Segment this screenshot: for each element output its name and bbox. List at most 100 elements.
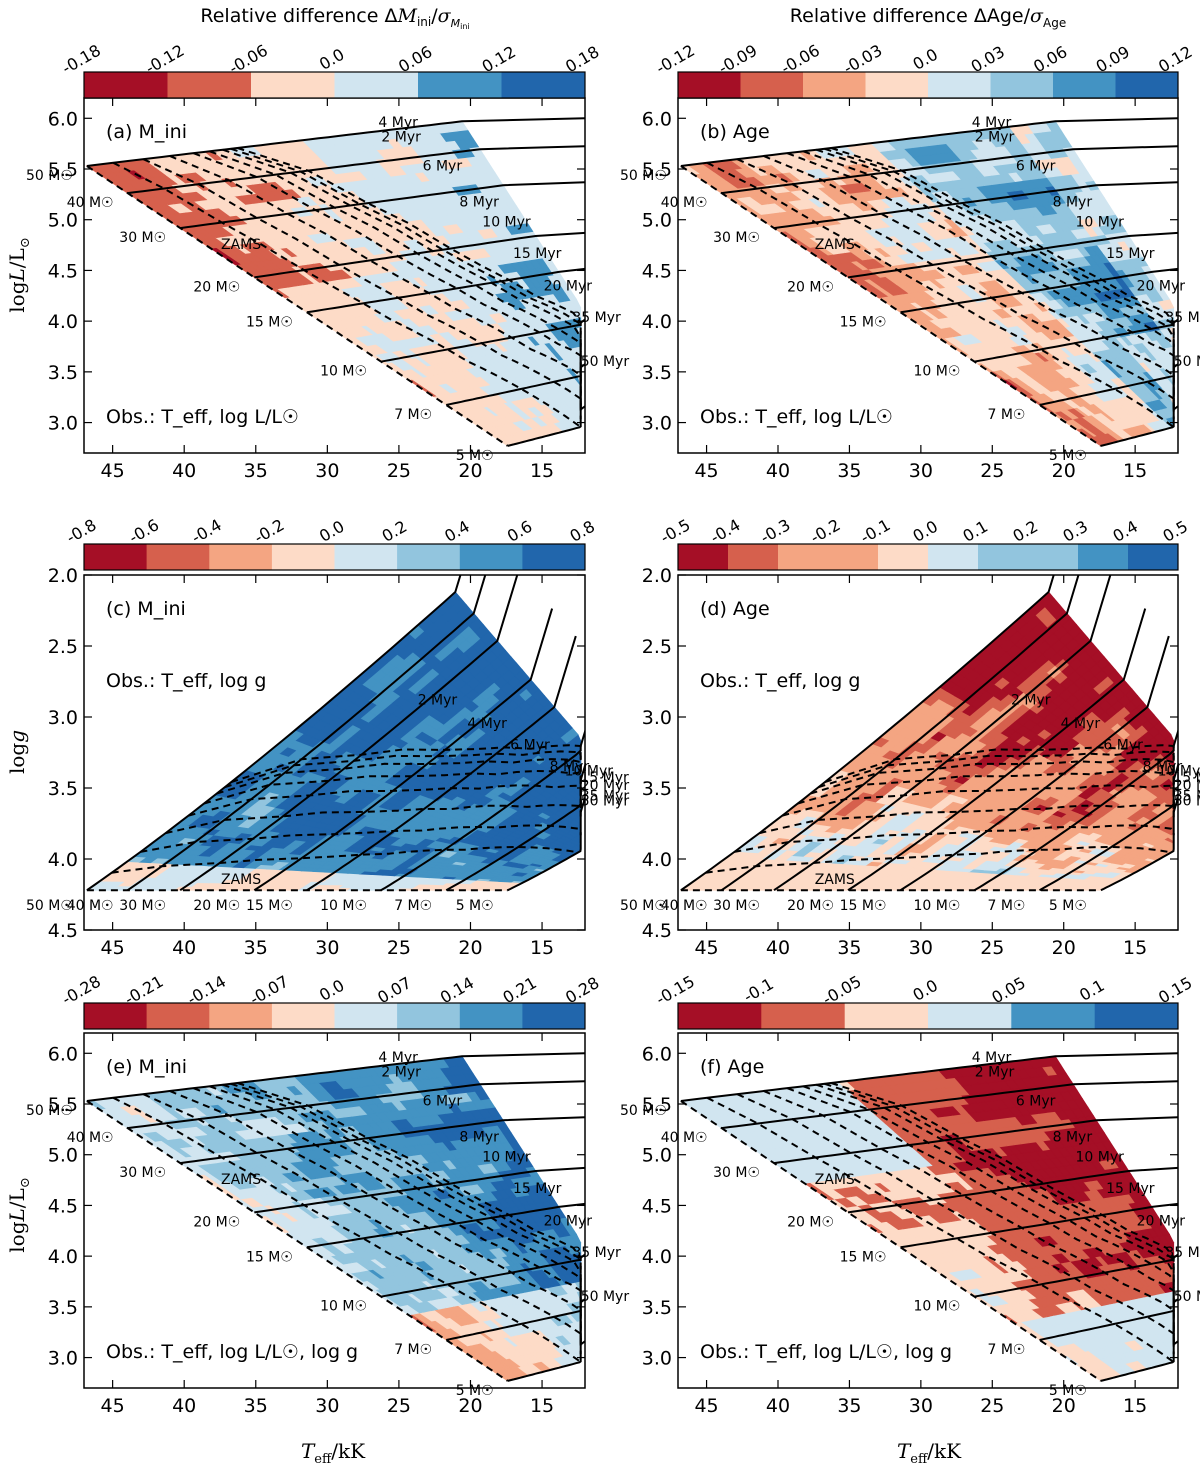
plot-area-b xyxy=(678,98,1178,453)
y-tick-label: 4.0 xyxy=(48,311,78,333)
isochrone-line xyxy=(111,845,579,874)
x-tick-label: 45 xyxy=(101,460,125,482)
colorbar-segment xyxy=(740,72,804,98)
isochrone-line xyxy=(112,161,582,428)
isochrone-line xyxy=(222,148,582,410)
isochrone-label: 35 Myr xyxy=(1165,310,1200,326)
mass-label: 5 M☉ xyxy=(456,448,494,464)
isochrones xyxy=(680,147,1175,447)
isochrone-label: 50 Myr xyxy=(581,794,630,810)
mass-label: 40 M☉ xyxy=(661,195,708,211)
isochrones xyxy=(86,744,582,892)
y-axis-label-a: logL/L⊙ xyxy=(5,237,33,312)
x-tick-label: 45 xyxy=(101,937,125,959)
colorbar-tick-label: 0.0 xyxy=(316,45,348,74)
colorbar-tick-label: 0.06 xyxy=(1030,42,1070,76)
track-40-msun xyxy=(127,575,487,892)
panel-title: (b) Age xyxy=(700,121,770,143)
x-axis-label-left: Teff/kK xyxy=(301,1439,366,1467)
colorbar-segment xyxy=(251,72,335,98)
isochrone-label: 2 Myr xyxy=(975,129,1015,145)
isochrone-label: 4 Myr xyxy=(972,115,1012,131)
y-tick-label: 3.0 xyxy=(48,413,78,435)
colorbar-segment xyxy=(865,72,929,98)
isochrone-line xyxy=(815,148,1175,410)
isochrone-line xyxy=(142,158,582,420)
isochrone-label: 6 Myr xyxy=(510,737,550,753)
panel-title: (a) M_ini xyxy=(106,121,187,143)
isochrone-label: 6 Myr xyxy=(423,159,463,175)
x-tick-label: 20 xyxy=(458,460,482,482)
y-tick-label: 2.0 xyxy=(48,565,78,587)
x-tick-label: 40 xyxy=(766,460,790,482)
isochrone-label: 20 Myr xyxy=(544,278,593,294)
colorbar-tick-label: 0.09 xyxy=(1093,42,1133,76)
mass-label: 40 M☉ xyxy=(67,195,114,211)
colorbar-segment xyxy=(678,72,741,98)
y-tick-label: 6.0 xyxy=(48,108,78,130)
y-tick-label: 3.5 xyxy=(48,362,78,384)
isochrone-line xyxy=(140,824,582,853)
mass-label: 30 M☉ xyxy=(713,230,760,246)
isochrone-line xyxy=(824,147,1175,410)
y-tick-label: 4.5 xyxy=(48,260,78,282)
plot-frame xyxy=(83,574,586,931)
isochrone-label: 15 Myr xyxy=(513,246,562,262)
isochrone-label: 10 Myr xyxy=(565,764,614,780)
panel-c: 50 M☉40 M☉ 30 M☉ 20 M☉ 15 M☉ 10 M☉ 7 M☉ 5 M☉2 … xyxy=(26,515,629,959)
colorbar-frame xyxy=(677,71,1179,99)
colorbar-segment xyxy=(1115,72,1179,98)
x-tick-label: 35 xyxy=(244,937,268,959)
colorbar-tick-label: 0.0 xyxy=(909,45,941,74)
panel-title: (c) M_ini xyxy=(106,598,186,620)
mass-label: 5 M☉ xyxy=(1049,448,1087,464)
track-40-msun xyxy=(721,145,1178,195)
colorbar-segment xyxy=(990,72,1054,98)
y-axis-label-c: logg xyxy=(5,730,29,774)
y-axis-label-e: logL/L⊙ xyxy=(5,1177,33,1252)
track-5-msun xyxy=(507,405,585,447)
y-tick-label: 4.5 xyxy=(642,260,672,282)
colorbar-segment xyxy=(1053,72,1116,98)
global-labels: Relative difference ΔMini/σMini Relative… xyxy=(5,5,1066,1467)
mass-label: 5 M☉ xyxy=(456,898,494,914)
x-tick-label: 30 xyxy=(315,460,339,482)
isochrone-label: 15 Myr xyxy=(1106,246,1155,262)
colorbar-segment xyxy=(167,72,252,98)
panel-a: 50 M☉40 M☉30 M☉20 M☉15 M☉10 M☉7 M☉5 M☉2 … xyxy=(26,41,629,482)
mass-label: 20 M☉ xyxy=(787,279,834,295)
track-20-msun xyxy=(254,231,585,279)
mass-labels: 50 M☉40 M☉30 M☉20 M☉15 M☉10 M☉7 M☉5 M☉ xyxy=(620,168,1087,464)
isochrone-label: 6 Myr xyxy=(1016,159,1056,175)
x-tick-label: 30 xyxy=(315,937,339,959)
isochrone-label: 50 Myr xyxy=(581,354,630,370)
isochrone-label: 35 Myr xyxy=(572,310,621,326)
zams-line xyxy=(86,165,509,447)
isochrone-label: 10 Myr xyxy=(1076,215,1125,231)
isochrone-label: 8 Myr xyxy=(459,195,499,211)
plot-area-c xyxy=(84,575,585,930)
isochrone-label: 15 Myr xyxy=(580,770,629,786)
x-ticks: 45 40 35 30 25 20 15 xyxy=(101,98,554,482)
track-20-msun xyxy=(253,608,554,892)
colorbar-tick-label: 0.06 xyxy=(395,42,435,76)
mass-label: 40 M☉ xyxy=(67,898,114,914)
isochrone-label: 35 Myr xyxy=(581,789,630,805)
track-50-msun xyxy=(680,117,1178,167)
track-50-msun xyxy=(86,117,585,167)
x-tick-label: 35 xyxy=(244,460,268,482)
heatmap-cells xyxy=(85,591,582,891)
colorbar-segment xyxy=(803,72,866,98)
x-tick-label: 20 xyxy=(458,937,482,959)
x-tick-label: 20 xyxy=(1052,460,1076,482)
track-50-msun xyxy=(86,575,462,892)
panels: 50 M☉40 M☉30 M☉20 M☉15 M☉10 M☉7 M☉5 M☉2 … xyxy=(26,41,1200,1417)
x-tick-label: 25 xyxy=(387,937,411,959)
x-tick-label: 40 xyxy=(172,937,196,959)
y-tick-label: 6.0 xyxy=(642,108,672,130)
colorbar-tick-label: 0.03 xyxy=(968,42,1008,76)
mass-label: 10 M☉ xyxy=(320,364,367,380)
